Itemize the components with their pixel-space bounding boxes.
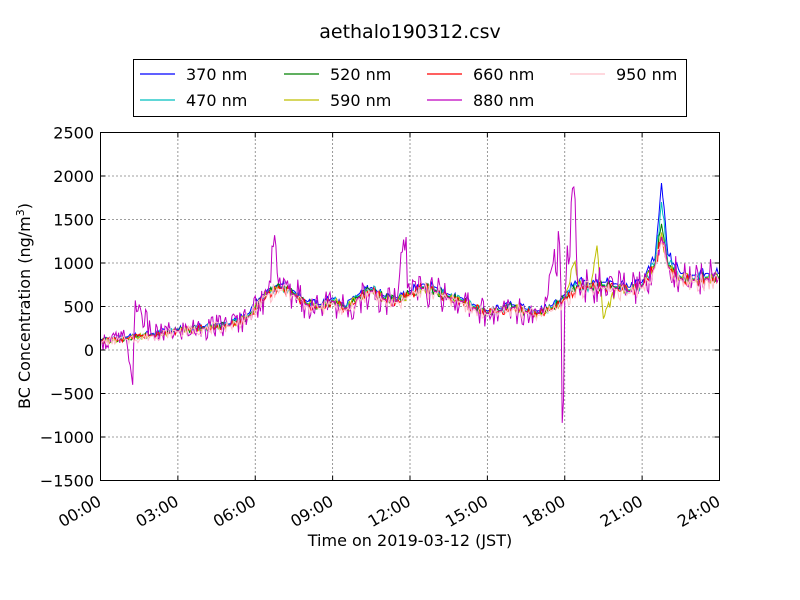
- x-axis-label: Time on 2019-03-12 (JST): [307, 531, 512, 550]
- x-tick-label: 15:00: [442, 492, 491, 532]
- y-axis-label-end: ): [15, 203, 34, 209]
- legend-label-370: 370 nm: [186, 65, 247, 84]
- y-axis-label: BC Concentration (ng/m3): [14, 203, 34, 409]
- grid: [100, 132, 720, 481]
- y-tick-label: 1000: [53, 254, 94, 273]
- x-tick-label: 12:00: [365, 492, 414, 532]
- y-tick-label: 0: [84, 341, 94, 360]
- legend: 370 nm 470 nm 520 nm 590 nm 660 nm 880 n…: [133, 59, 687, 117]
- legend-entry-370: 370 nm: [140, 65, 247, 84]
- legend-label-520: 520 nm: [330, 65, 391, 84]
- y-tick-label: −500: [50, 385, 94, 404]
- x-tick-label: 18:00: [519, 492, 568, 532]
- x-tick-label: 06:00: [210, 492, 259, 532]
- legend-label-590: 590 nm: [330, 91, 391, 110]
- series-layer: [100, 182, 720, 423]
- x-tick-label: 03:00: [132, 492, 181, 532]
- y-tick-label: −1000: [40, 428, 94, 447]
- chart-title: aethalo190312.csv: [319, 21, 501, 43]
- legend-entry-950: 950 nm: [570, 65, 677, 84]
- x-tick-label: 00:00: [55, 492, 104, 532]
- y-tick-label: 2500: [53, 124, 94, 143]
- ticks: [100, 132, 720, 481]
- x-tick-labels: 00:00 03:00 06:00 09:00 12:00 15:00 18:00 21:00…: [55, 492, 723, 532]
- y-tick-labels: −1500 −1000 −500 0 500 1000 1500 2000 2500: [40, 124, 94, 491]
- y-axis-label-sup: 3: [14, 209, 27, 216]
- x-tick-label: 09:00: [287, 492, 336, 532]
- legend-label-950: 950 nm: [616, 65, 677, 84]
- legend-entry-520: 520 nm: [284, 65, 391, 84]
- x-tick-label: 21:00: [597, 492, 646, 532]
- legend-entry-880: 880 nm: [427, 91, 534, 110]
- legend-label-880: 880 nm: [473, 91, 534, 110]
- legend-entry-660: 660 nm: [427, 65, 534, 84]
- y-tick-label: 1500: [53, 211, 94, 230]
- series-line-nm950: [100, 241, 720, 346]
- y-tick-label: −1500: [40, 472, 94, 491]
- legend-label-470: 470 nm: [186, 91, 247, 110]
- series-line-nm880: [100, 185, 720, 423]
- legend-label-660: 660 nm: [473, 65, 534, 84]
- y-axis-label-main: BC Concentration (ng/m: [15, 216, 34, 409]
- legend-box: [133, 59, 687, 117]
- series-line-nm370: [100, 182, 720, 343]
- legend-entry-470: 470 nm: [140, 91, 247, 110]
- legend-entry-590: 590 nm: [284, 91, 391, 110]
- x-tick-label: 24:00: [674, 492, 723, 532]
- y-tick-label: 2000: [53, 167, 94, 186]
- y-tick-label: 500: [63, 298, 94, 317]
